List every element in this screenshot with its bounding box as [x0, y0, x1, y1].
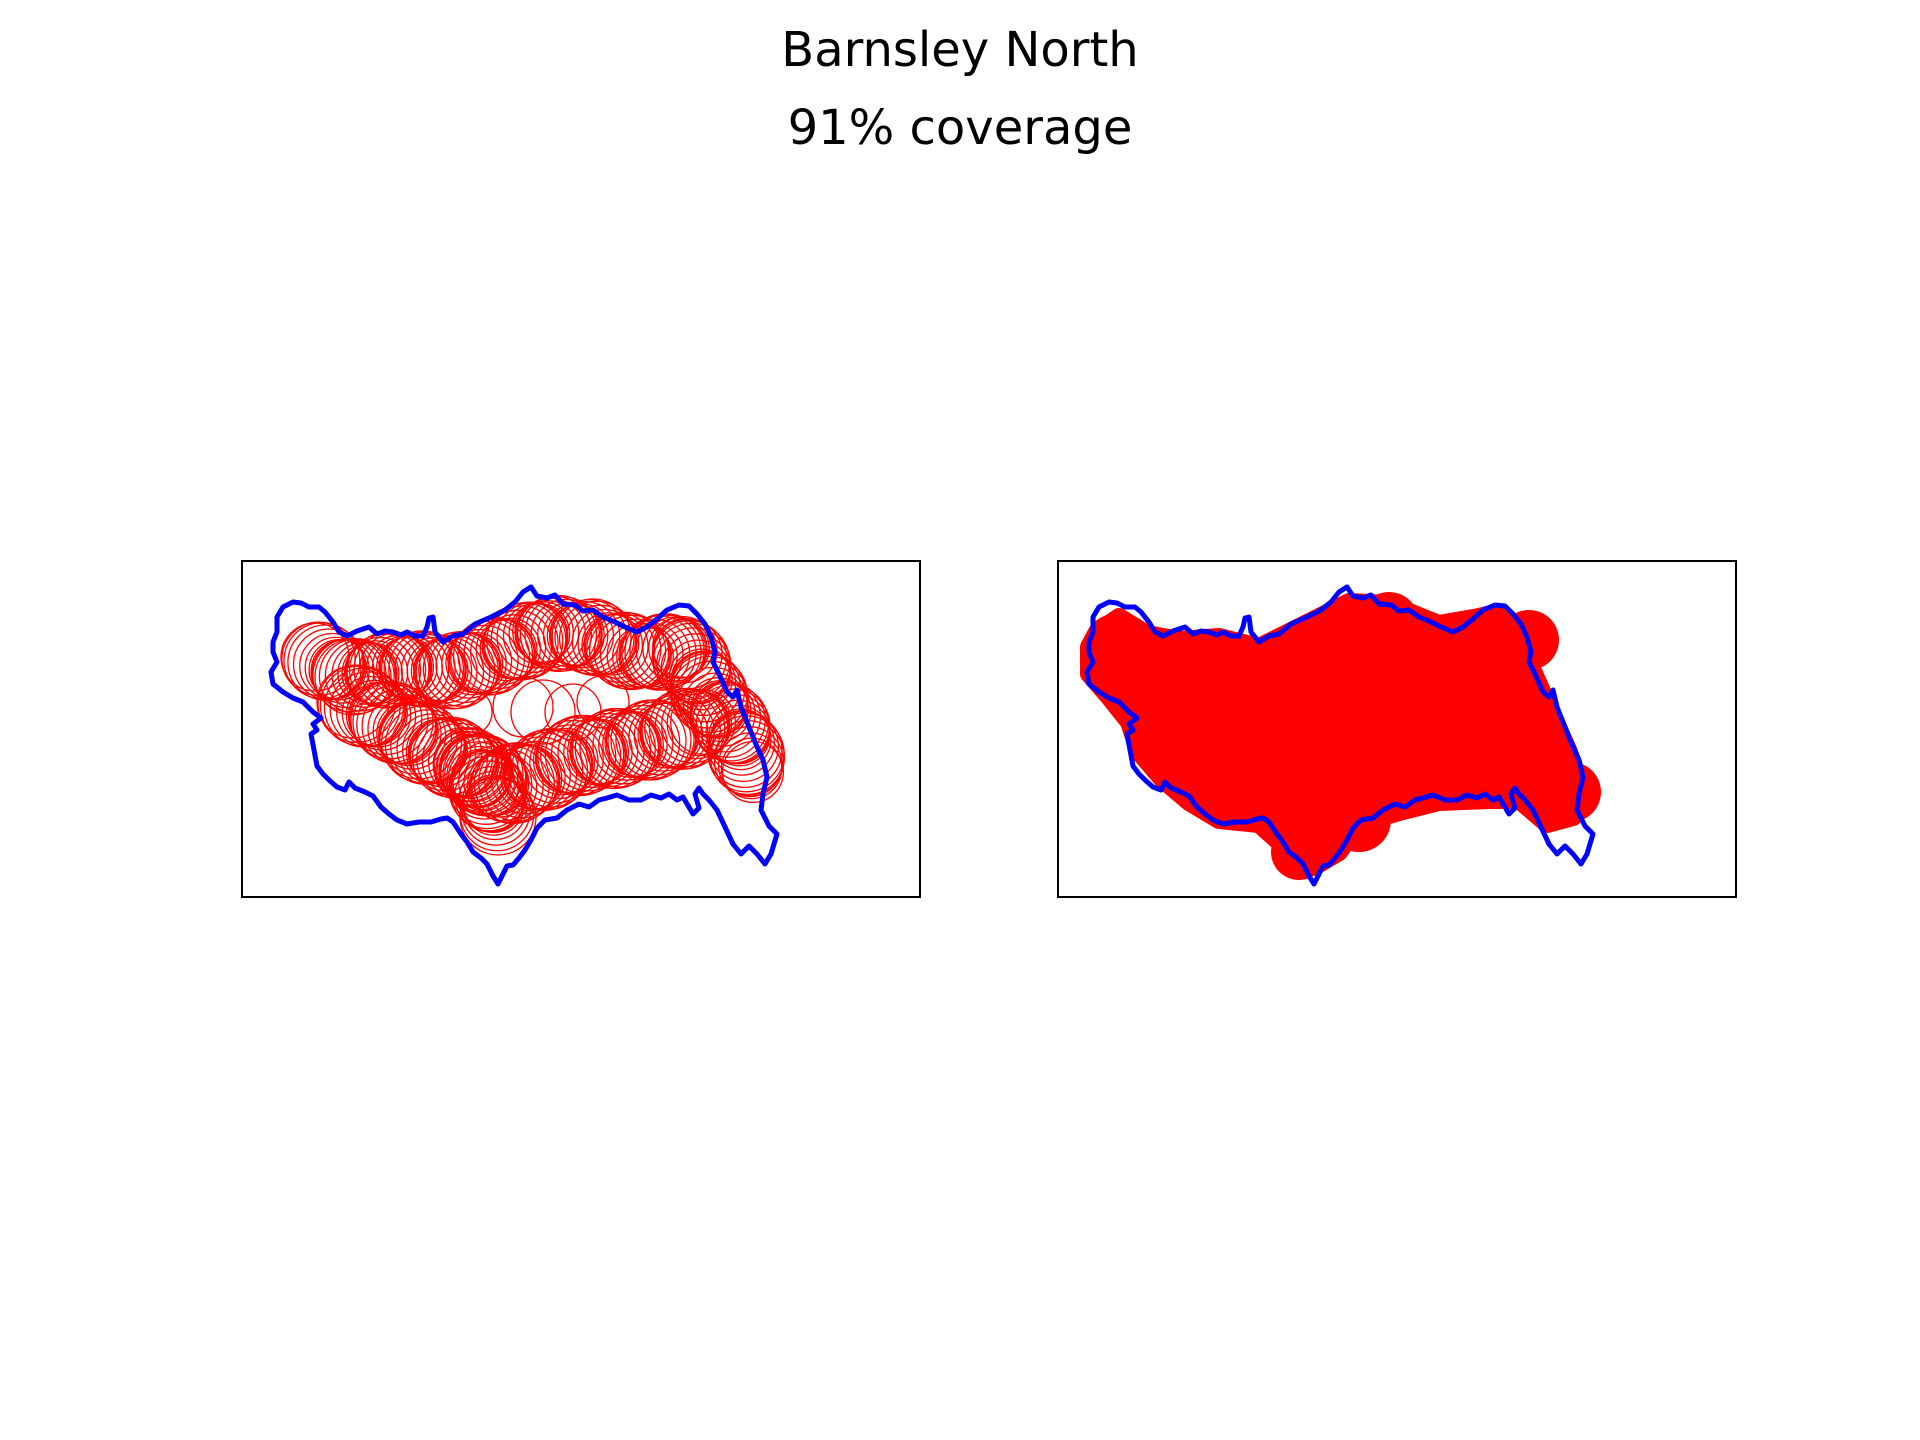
coverage-circle: [565, 604, 637, 676]
filled-map-panel: [1057, 560, 1737, 898]
coverage-circle: [648, 617, 710, 679]
coverage-circle: [604, 708, 674, 778]
coverage-circle: [670, 689, 736, 755]
coverage-circle: [579, 707, 660, 788]
coverage-circle: [598, 712, 664, 778]
coverage-circle: [648, 687, 729, 768]
coverage-circle: [654, 688, 730, 764]
coverage-circle: [544, 683, 602, 741]
coverage-circle: [459, 778, 537, 856]
circles-map-panel: [241, 560, 921, 898]
coverage-circle: [441, 633, 504, 696]
coverage-circle: [324, 639, 397, 712]
coverage-circle: [483, 605, 559, 681]
coverage-circle: [666, 690, 733, 757]
coverage-circle: [502, 740, 571, 810]
coverage-circle: [593, 614, 670, 691]
coverage-circle: [576, 675, 630, 729]
coverage-circle: [615, 699, 695, 779]
coverage-circle: [492, 676, 554, 738]
coverage-circle: [450, 755, 527, 832]
coverage-circle: [341, 679, 408, 747]
coverage-circle: [510, 679, 576, 745]
coverage-circle: [318, 638, 395, 715]
coverage-circle: [633, 702, 700, 769]
filled-map: [1080, 584, 1601, 887]
coverage-circle: [475, 619, 538, 682]
coverage-circle: [443, 687, 493, 737]
coverage-circle: [530, 598, 602, 670]
coverage-circle: [529, 729, 596, 796]
constituency-boundary: [268, 584, 780, 887]
coverage-fill-lobe: [1085, 614, 1145, 674]
coverage-circle: [599, 618, 671, 690]
circles-map: [268, 584, 786, 887]
coverage-circle: [534, 724, 604, 794]
coverage-circle: [577, 612, 640, 675]
coverage-fill-lobe: [1541, 762, 1601, 822]
coverage-circle: [496, 601, 568, 674]
coverage-circle: [544, 714, 625, 795]
coverage-circle: [669, 644, 731, 707]
coverage-fill-lobe: [1359, 592, 1419, 652]
constituency-boundary: [1084, 584, 1596, 887]
coverage-fill-lobe: [1271, 824, 1327, 880]
figure-subtitle: 91% coverage: [787, 100, 1133, 156]
coverage-circle: [558, 600, 635, 677]
figure-title: Barnsley North: [781, 22, 1139, 78]
coverage-circles: [280, 594, 786, 856]
